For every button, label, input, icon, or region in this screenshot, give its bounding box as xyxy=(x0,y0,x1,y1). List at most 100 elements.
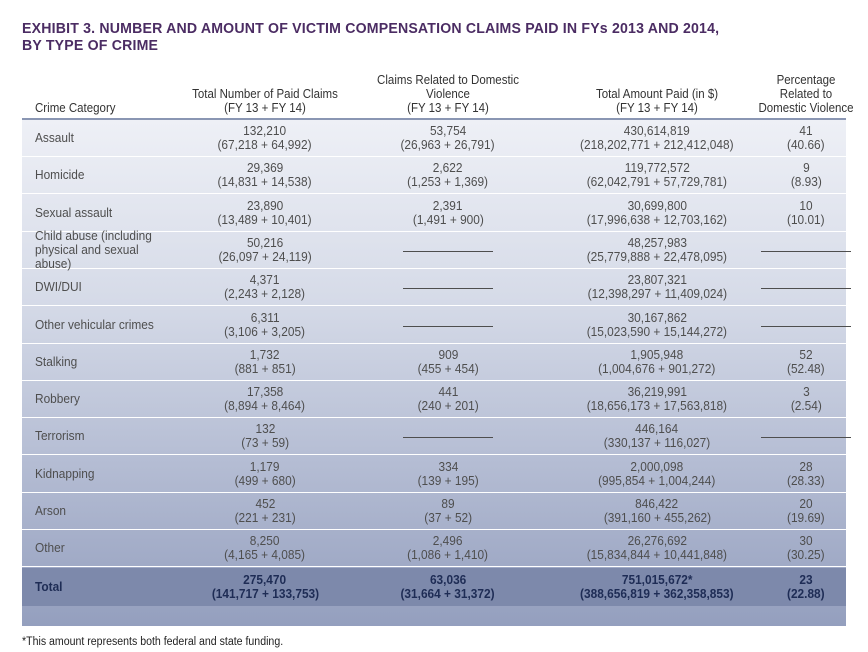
percentage-cell-line-1: 10 xyxy=(799,199,813,213)
percentage-cell-line-2: (8.93) xyxy=(790,175,822,189)
crime-category-cell-line-1: DWI/DUI xyxy=(35,280,82,294)
percentage-cell: 41 (40.66) xyxy=(766,120,846,156)
total-claims-cell-line-1: 17,358 xyxy=(246,385,284,399)
percentage-cell-line-2: (30.25) xyxy=(787,548,825,562)
dv-claims-cell-line-2: (1,491 + 900) xyxy=(412,213,484,227)
percentage-cell-line-1: 30 xyxy=(799,534,813,548)
crime-category-cell: Total xyxy=(22,568,182,606)
amount-paid-cell-line-1: 48,257,983 xyxy=(627,236,687,250)
claims-table: Assault 132,210 (67,218 + 64,992) 53,754 (26… xyxy=(22,120,851,626)
total-claims-cell-line-1: 4,371 xyxy=(250,273,280,287)
total-claims-cell-line-2: (3,106 + 3,205) xyxy=(224,325,306,339)
amount-paid-cell-line-2: (391,160 + 455,262) xyxy=(603,511,711,525)
amount-paid-cell-line-2: (18,656,173 + 17,563,818) xyxy=(586,399,728,413)
header-amount-paid-line-2: (FY 13 + FY 14) xyxy=(616,101,698,115)
amount-paid-cell: 23,807,321 (12,398,297 + 11,409,024) xyxy=(548,269,766,305)
percentage-cell: 3 (2.54) xyxy=(766,381,846,417)
table-row: Robbery 17,358 (8,894 + 8,464) 441 (240 + 20… xyxy=(22,381,846,418)
empty-value-line xyxy=(403,325,493,327)
crime-category-cell: Stalking xyxy=(22,344,182,380)
crime-category-cell-line-1: Child abuse (including physical and sexu… xyxy=(35,229,152,271)
crime-category-cell: Robbery xyxy=(22,381,182,417)
total-claims-cell-line-1: 8,250 xyxy=(250,534,280,548)
total-claims-cell: 132,210 (67,218 + 64,992) xyxy=(182,120,348,156)
total-claims-cell: 29,369 (14,831 + 14,538) xyxy=(182,157,348,193)
footnote: *This amount represents both federal and… xyxy=(22,636,284,648)
amount-paid-cell-line-2: (995,854 + 1,004,244) xyxy=(598,474,716,488)
dv-claims-cell-line-1: 63,036 xyxy=(429,573,467,587)
amount-paid-cell-line-1: 430,614,819 xyxy=(623,124,691,138)
header-percentage: Percentage Related to Domestic Violence xyxy=(751,73,861,115)
amount-paid-cell-line-1: 2,000,098 xyxy=(630,460,684,474)
percentage-cell: 20 (19.69) xyxy=(766,493,846,529)
percentage-cell-line-2: (40.66) xyxy=(787,138,825,152)
amount-paid-cell-line-1: 23,807,321 xyxy=(627,273,687,287)
exhibit-title: EXHIBIT 3. NUMBER AND AMOUNT OF VICTIM C… xyxy=(22,20,794,54)
title-line-2: BY TYPE OF CRIME xyxy=(22,37,159,54)
table-row: Sexual assault 23,890 (13,489 + 10,401) 2,3… xyxy=(22,195,846,232)
amount-paid-cell: 26,276,692 (15,834,844 + 10,441,848) xyxy=(548,530,766,566)
crime-category-cell: Child abuse (including physical and sexu… xyxy=(22,229,182,271)
table-row: Homicide 29,369 (14,831 + 14,538) 2,622 (1,2… xyxy=(22,157,846,194)
amount-paid-cell: 2,000,098 (995,854 + 1,004,244) xyxy=(548,456,766,492)
dv-claims-cell-line-2: (455 + 454) xyxy=(417,362,479,376)
percentage-cell-line-1: 52 xyxy=(799,348,813,362)
amount-paid-cell-line-2: (17,996,638 + 12,703,162) xyxy=(586,213,728,227)
total-claims-cell-line-2: (499 + 680) xyxy=(234,474,296,488)
dv-claims-cell: 441 (240 + 201) xyxy=(348,381,548,417)
dv-claims-cell-line-2: (240 + 201) xyxy=(417,399,479,413)
total-claims-cell-line-2: (881 + 851) xyxy=(234,362,296,376)
amount-paid-cell-line-1: 751,015,672* xyxy=(621,573,693,587)
amount-paid-cell-line-1: 30,699,800 xyxy=(627,199,687,213)
dv-claims-cell xyxy=(348,307,548,343)
total-claims-cell-line-2: (14,831 + 14,538) xyxy=(217,175,313,189)
empty-value-line xyxy=(761,250,851,252)
dv-claims-cell-line-1: 2,496 xyxy=(433,534,463,548)
total-claims-cell: 8,250 (4,165 + 4,085) xyxy=(182,530,348,566)
header-dv-claims-line-1: Claims Related to Domestic xyxy=(377,73,519,87)
percentage-cell-line-1: 28 xyxy=(799,460,813,474)
percentage-cell: 52 (52.48) xyxy=(766,344,846,380)
table-row: Stalking 1,732 (881 + 851) 909 (455 + 454) 1,… xyxy=(22,344,846,381)
header-percentage-line-1: Percentage xyxy=(776,73,836,87)
crime-category-cell-line-1: Other xyxy=(35,541,65,555)
header-percentage-line-3: Domestic Violence xyxy=(758,101,854,115)
amount-paid-cell: 119,772,572 (62,042,791 + 57,729,781) xyxy=(548,157,766,193)
crime-category-cell-line-1: Stalking xyxy=(35,355,78,369)
dv-claims-cell-line-1: 53,754 xyxy=(429,124,467,138)
header-dv-claims-line-3: (FY 13 + FY 14) xyxy=(407,101,489,115)
total-claims-cell-line-2: (4,165 + 4,085) xyxy=(224,548,306,562)
total-claims-cell: 6,311 (3,106 + 3,205) xyxy=(182,307,348,343)
amount-paid-cell-line-2: (218,202,771 + 212,412,048) xyxy=(580,138,734,152)
total-claims-cell: 50,216 (26,097 + 24,119) xyxy=(182,232,348,268)
crime-category-cell: Arson xyxy=(22,493,182,529)
amount-paid-cell-line-2: (25,779,888 + 22,478,095) xyxy=(586,250,728,264)
total-claims-cell: 1,179 (499 + 680) xyxy=(182,456,348,492)
header-amount-paid-line-1: Total Amount Paid (in $) xyxy=(595,87,719,101)
amount-paid-cell: 751,015,672* (388,656,819 + 362,358,853) xyxy=(548,568,766,606)
crime-category-cell: Other vehicular crimes xyxy=(22,307,182,343)
total-claims-cell: 17,358 (8,894 + 8,464) xyxy=(182,381,348,417)
percentage-cell-line-2: (19.69) xyxy=(787,511,825,525)
total-claims-cell-line-1: 132,210 xyxy=(243,124,287,138)
title-line-1: EXHIBIT 3. NUMBER AND AMOUNT OF VICTIM C… xyxy=(22,20,720,37)
crime-category-cell-line-1: Terrorism xyxy=(35,429,85,443)
total-claims-cell-line-2: (141,717 + 133,753) xyxy=(211,587,319,601)
crime-category-cell: Kidnapping xyxy=(22,456,182,492)
dv-claims-cell-line-1: 909 xyxy=(438,348,458,362)
amount-paid-cell-line-2: (1,004,676 + 901,272) xyxy=(598,362,716,376)
header-crime-category-label: Crime Category xyxy=(35,101,116,115)
total-claims-cell-line-1: 1,179 xyxy=(250,460,280,474)
dv-claims-cell-line-2: (31,664 + 31,372) xyxy=(400,587,496,601)
header-percentage-line-2: Related to xyxy=(779,87,833,101)
percentage-cell: 9 (8.93) xyxy=(766,157,846,193)
dv-claims-cell xyxy=(348,269,548,305)
header-crime-category: Crime Category xyxy=(35,101,173,115)
crime-category-cell-line-1: Assault xyxy=(35,131,74,145)
dv-claims-cell-line-2: (1,086 + 1,410) xyxy=(407,548,489,562)
header-dv-claims-line-2: Violence xyxy=(426,87,470,101)
amount-paid-cell-line-1: 846,422 xyxy=(635,497,679,511)
total-row: Total 275,470 (141,717 + 133,753) 63,036 (31… xyxy=(22,568,846,606)
total-claims-cell: 275,470 (141,717 + 133,753) xyxy=(182,568,348,606)
total-claims-cell-line-2: (67,218 + 64,992) xyxy=(217,138,313,152)
